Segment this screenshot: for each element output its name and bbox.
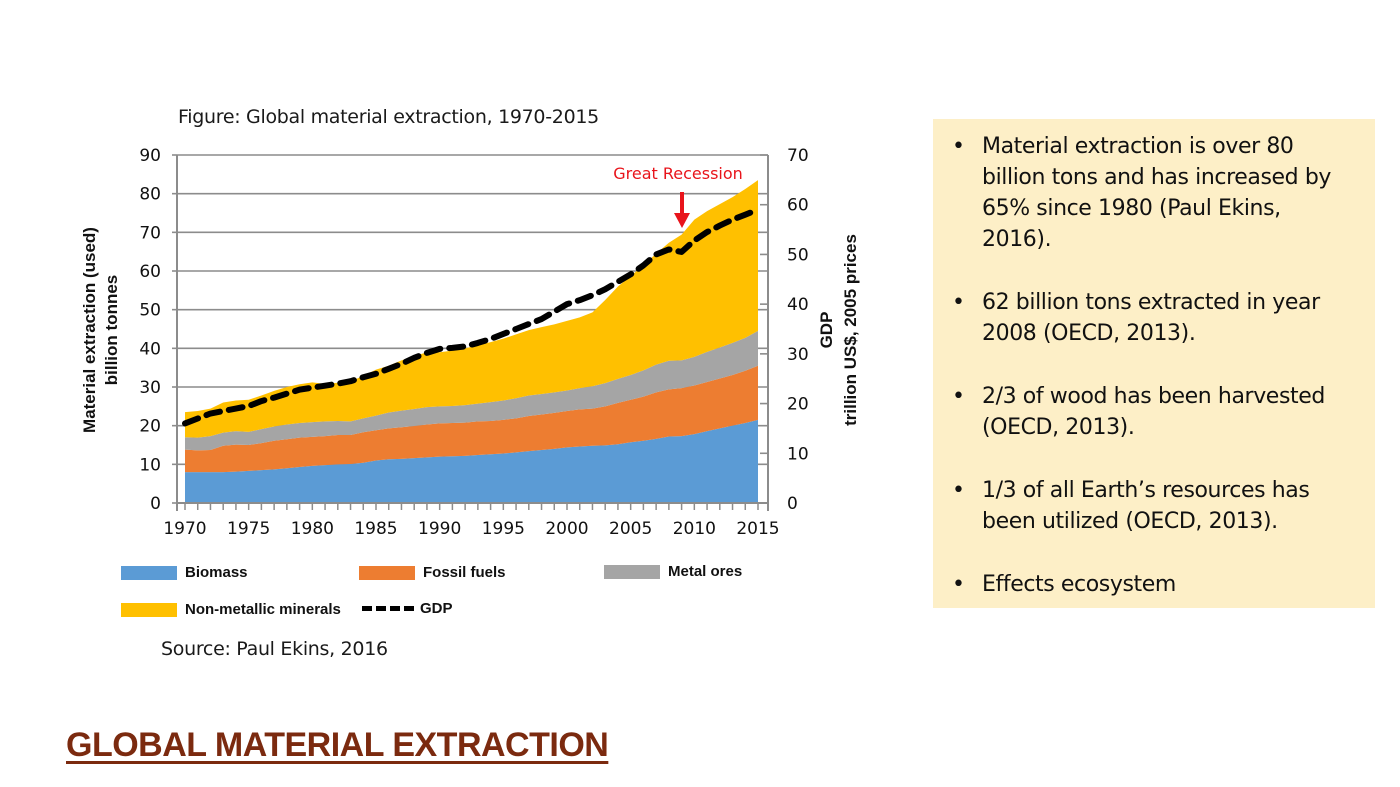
area-non-metallic-minerals xyxy=(185,180,758,438)
annotation: Great Recession xyxy=(613,164,743,228)
y-tick-label: 0 xyxy=(150,494,161,514)
x-tick-label: 1975 xyxy=(227,519,270,539)
legend-label-gdp: GDP xyxy=(420,600,453,617)
source-caption: Source: Paul Ekins, 2016 xyxy=(161,638,388,660)
x-tick-label: 2005 xyxy=(609,519,652,539)
area-biomass xyxy=(185,419,758,503)
y2-tick-label: 50 xyxy=(787,245,809,265)
legend-swatch-fossil-fuels xyxy=(359,565,415,580)
x-tick-label: 1990 xyxy=(418,519,461,539)
x-tick-label: 2010 xyxy=(673,519,716,539)
slide-title: GLOBAL MATERIAL EXTRACTION xyxy=(66,726,609,764)
y-tick-label: 90 xyxy=(139,146,161,166)
y2-tick-label: 10 xyxy=(787,444,809,464)
y2-axis-label-line-2: trillion US$, 2005 prices xyxy=(841,234,860,426)
figure-title: Figure: Global material extraction, 1970… xyxy=(178,106,599,128)
legend-label-metal-ores: Metal ores xyxy=(668,563,743,580)
y-axis-label-line-1: Material extraction (used) xyxy=(80,227,99,433)
y-axis-label-line-2: billion tonnes xyxy=(102,275,121,386)
legend-item-non-metallic-minerals: Non-metallic minerals xyxy=(121,601,341,618)
x-tick-label: 2015 xyxy=(736,519,779,539)
y2-tick-label: 60 xyxy=(787,196,809,216)
area-metal-ores xyxy=(185,330,758,451)
y-tick-label: 60 xyxy=(139,262,161,282)
legend-dash-gdp xyxy=(362,606,414,611)
legend-swatch-non-metallic-minerals xyxy=(121,602,177,617)
x-tick-label: 2000 xyxy=(545,519,588,539)
y2-tick-label: 70 xyxy=(787,146,809,166)
y-tick-label: 70 xyxy=(139,223,161,243)
y-tick-label: 20 xyxy=(139,417,161,437)
legend-label-non-metallic-minerals: Non-metallic minerals xyxy=(185,601,341,618)
info-box: Material extraction is over 80 billion t… xyxy=(933,119,1375,608)
legend-item-gdp: GDP xyxy=(362,600,453,617)
y-axis-label-right: GDP trillion US$, 2005 prices xyxy=(817,234,860,426)
y-tick-label: 30 xyxy=(139,378,161,398)
axes: 0 10 20 30 40 50 60 70 80 90 0 10 20 30 40 50 60 70 1970 19… xyxy=(139,146,808,539)
y-tick-label: 80 xyxy=(139,185,161,205)
bullet-item: 62 billion tons extracted in year 2008 (… xyxy=(948,287,1355,349)
y-axis-label-left: Material extraction (used) billion tonne… xyxy=(80,227,121,433)
legend-swatch-biomass xyxy=(121,565,177,580)
gdp-line xyxy=(182,206,761,427)
gdp-line-layer xyxy=(182,206,761,427)
x-tick-label: 1970 xyxy=(163,519,206,539)
y2-tick-label: 0 xyxy=(787,494,798,514)
y-tick-label: 10 xyxy=(139,455,161,475)
bullet-item: Effects ecosystem xyxy=(948,569,1355,600)
x-tick-label: 1980 xyxy=(291,519,334,539)
legend-item-metal-ores: Metal ores xyxy=(604,563,742,580)
y2-axis-label-line-1: GDP xyxy=(817,312,836,349)
bullet-list: Material extraction is over 80 billion t… xyxy=(948,131,1355,600)
x-tick-label: 1995 xyxy=(482,519,525,539)
y-tick-label: 40 xyxy=(139,339,161,359)
stacked-areas xyxy=(185,180,758,503)
great-recession-label: Great Recession xyxy=(613,164,743,183)
y2-tick-label: 40 xyxy=(787,295,809,315)
area-fossil-fuels xyxy=(185,365,758,473)
x-tick-label: 1985 xyxy=(354,519,397,539)
y2-tick-label: 20 xyxy=(787,395,809,415)
legend-item-biomass: Biomass xyxy=(121,564,248,581)
legend-label-fossil-fuels: Fossil fuels xyxy=(423,564,506,581)
great-recession-arrow-icon xyxy=(674,213,690,228)
bullet-item: Material extraction is over 80 billion t… xyxy=(948,131,1355,255)
bullet-item: 2/3 of wood has been harvested (OECD, 20… xyxy=(948,381,1355,443)
bullet-item: 1/3 of all Earth’s resources has been ut… xyxy=(948,475,1355,537)
legend-label-biomass: Biomass xyxy=(185,564,248,581)
y2-tick-label: 30 xyxy=(787,345,809,365)
legend-swatch-metal-ores xyxy=(604,564,660,579)
legend-item-fossil-fuels: Fossil fuels xyxy=(359,564,506,581)
y-tick-label: 50 xyxy=(139,301,161,321)
